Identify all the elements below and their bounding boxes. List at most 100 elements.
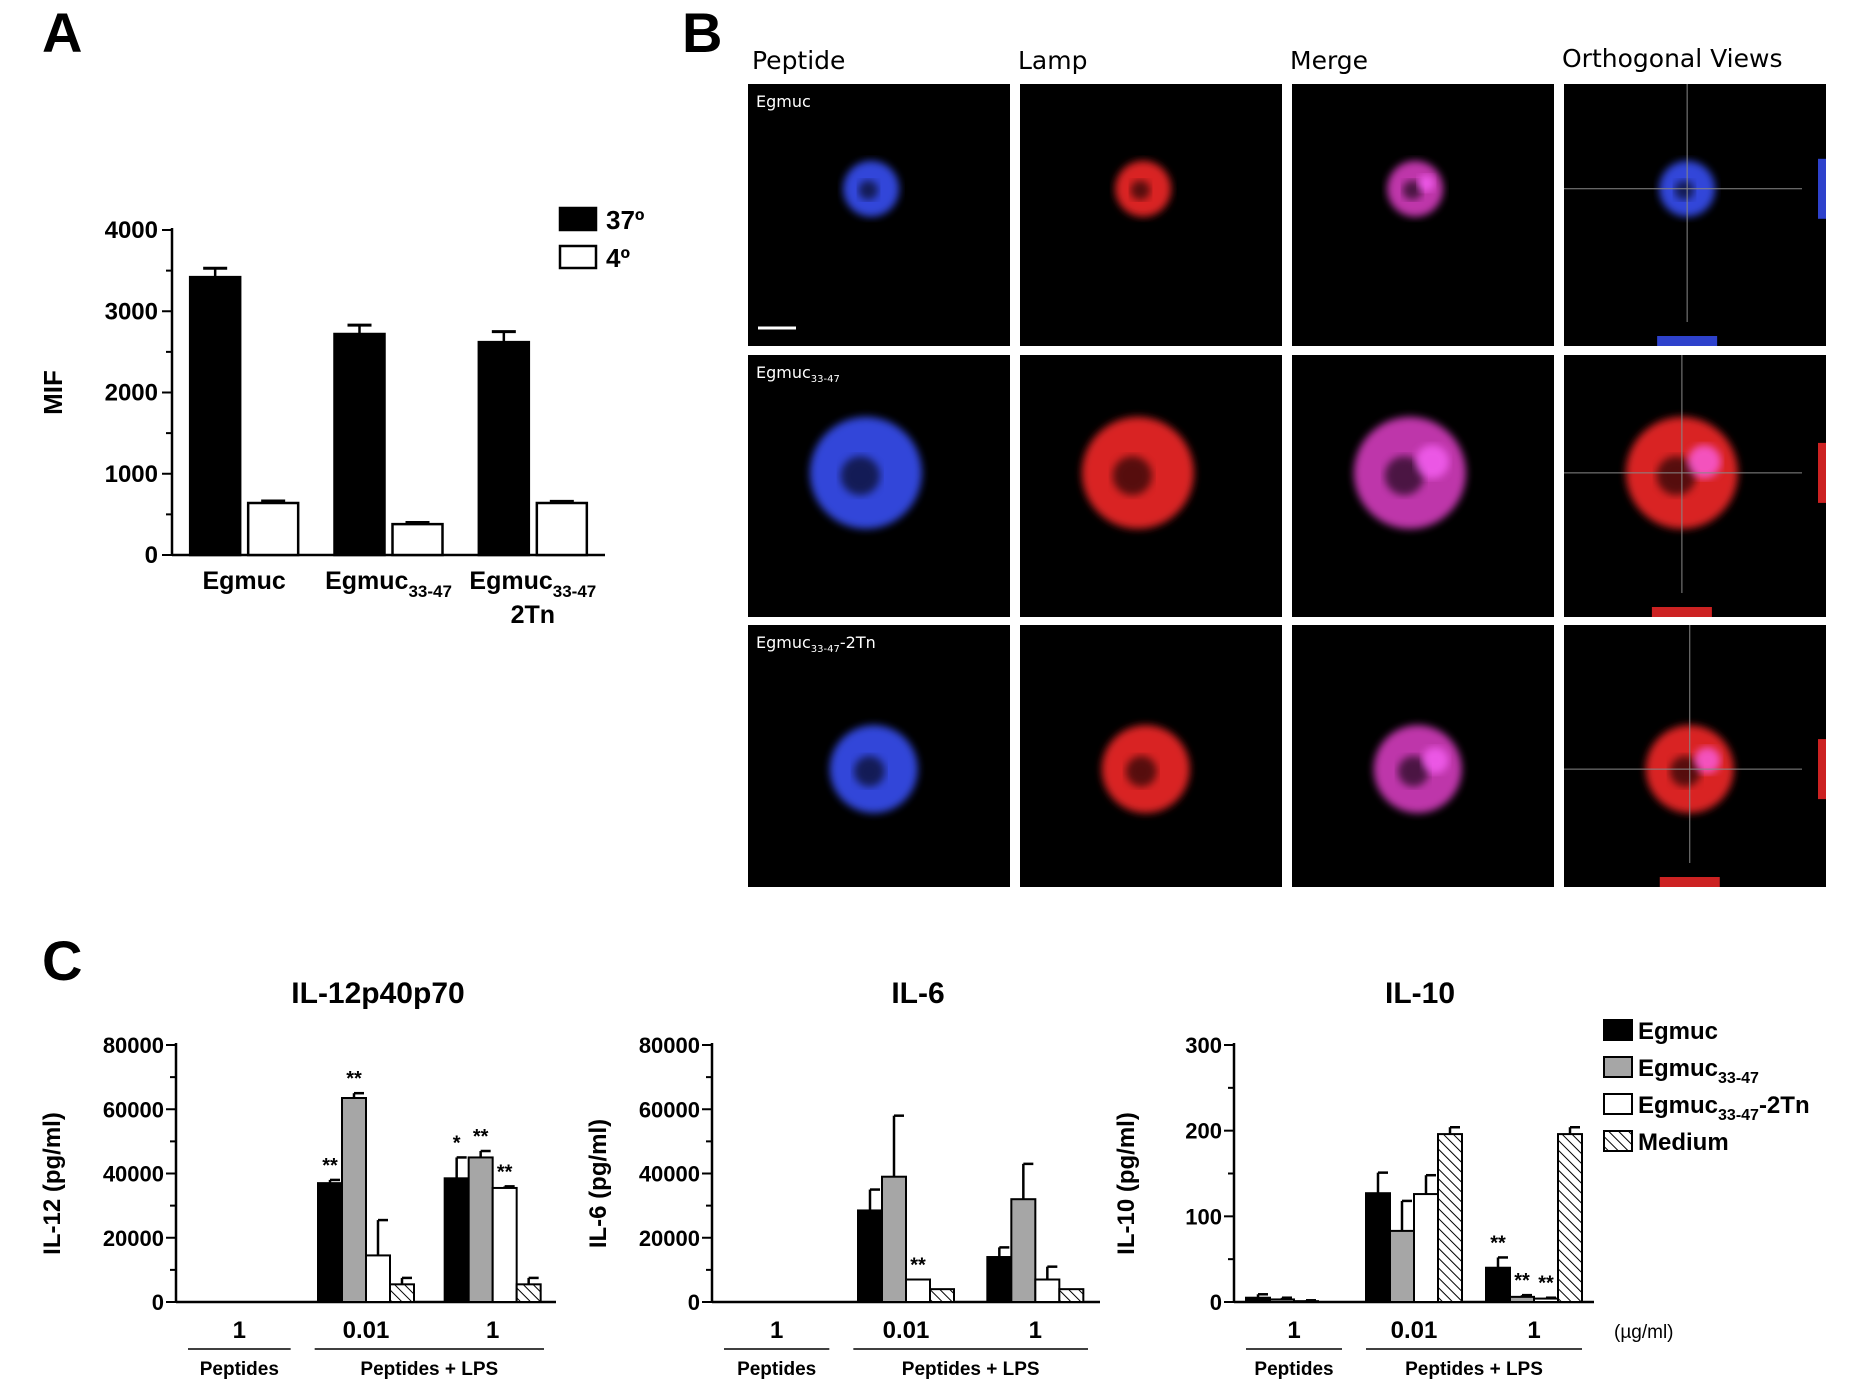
unit-label: (µg/ml)	[1614, 1322, 1674, 1343]
condition-label: Peptides + LPS	[360, 1359, 498, 1380]
y-tick-label: 60000	[103, 1097, 164, 1122]
significance-marker: **	[910, 1255, 926, 1277]
significance-marker: **	[497, 1161, 513, 1183]
bar	[1389, 1229, 1415, 1303]
y-tick-label: 300	[1185, 1033, 1222, 1058]
cell-hollow	[1130, 180, 1151, 200]
y-axis-label: IL-6 (pg/ml)	[585, 1119, 612, 1248]
legend-label: Medium	[1638, 1129, 1729, 1156]
row-label-1: Egmuc	[756, 92, 811, 111]
y-tick-label: 20000	[639, 1226, 700, 1251]
ortho-bottom-projection	[1659, 877, 1720, 887]
bar	[467, 1156, 494, 1303]
significance-marker: **	[346, 1068, 362, 1090]
bar	[881, 1175, 907, 1303]
x-tick-label: Egmuc33-47	[469, 567, 596, 601]
cell-hollow	[1112, 456, 1152, 496]
bar	[391, 522, 444, 557]
cell-hollow	[1384, 456, 1424, 496]
cell-colocalization	[1694, 747, 1721, 774]
bar	[929, 1288, 955, 1303]
bar	[341, 1097, 367, 1303]
condition-label: Peptides	[200, 1359, 279, 1380]
y-tick-label: 0	[145, 542, 158, 569]
il6-bar-chart: IL-6 0 20000 40000 60000 80000 IL-6 (pg/ml) 1 **…	[585, 977, 1100, 1380]
y-tick-label: 20000	[103, 1226, 164, 1251]
micrograph-ortho-row-3	[1564, 625, 1826, 887]
bar	[1010, 1198, 1037, 1303]
condition-label: Peptides + LPS	[1405, 1359, 1543, 1380]
bar	[905, 1278, 931, 1304]
micrograph-ortho-row-2	[1564, 355, 1826, 617]
x-tick-label: 1	[1287, 1317, 1300, 1344]
cell-hollow	[1125, 755, 1157, 787]
bar	[1509, 1295, 1535, 1303]
micrograph-peptide-row-1: Egmuc	[748, 84, 1010, 346]
ortho-bottom-projection	[1651, 607, 1712, 617]
cell-hollow	[840, 456, 880, 496]
cell-colocalization	[1415, 444, 1450, 479]
chart-title: IL-10	[1385, 977, 1455, 1010]
bar	[477, 340, 531, 557]
column-header-merge: Merge	[1290, 46, 1369, 75]
bar	[1413, 1193, 1439, 1303]
bar	[389, 1283, 415, 1303]
bar	[333, 332, 386, 557]
significance-marker: **	[1538, 1273, 1554, 1295]
y-tick-label: 1000	[105, 461, 158, 488]
y-tick-label: 4000	[105, 217, 158, 244]
x-tick-label: 2Tn	[511, 601, 555, 629]
y-tick-label: 2000	[105, 380, 158, 407]
legend-swatch	[558, 206, 598, 232]
bar	[515, 1283, 542, 1303]
panel-b-letter: B	[682, 1, 723, 64]
cell-hollow	[853, 755, 885, 787]
bar	[986, 1256, 1013, 1303]
y-tick-label: 200	[1185, 1119, 1222, 1144]
condition-label: Peptides	[1254, 1359, 1333, 1380]
y-tick-label: 0	[152, 1290, 164, 1315]
bar	[1365, 1192, 1391, 1304]
y-tick-label: 80000	[639, 1033, 700, 1058]
bar	[1437, 1133, 1463, 1303]
il10-bar-chart: IL-10 0 100 200 300 IL-10 (pg/ml) 1 0.01 ** ** ** 1…	[1113, 977, 1810, 1380]
cell-hollow	[858, 180, 879, 200]
legend-label: Egmuc33-47	[1638, 1055, 1759, 1087]
column-header-peptide: Peptide	[752, 46, 846, 75]
y-axis-label: IL-10 (pg/ml)	[1113, 1112, 1140, 1255]
y-tick-label: 40000	[103, 1162, 164, 1187]
legend-swatch	[1603, 1130, 1633, 1152]
cell-hollow	[1397, 755, 1429, 787]
bar	[188, 275, 242, 557]
column-header-lamp: Lamp	[1018, 46, 1088, 75]
micrograph-lamp-row-1	[1020, 84, 1282, 346]
significance-marker: **	[322, 1155, 338, 1177]
bar	[1485, 1266, 1511, 1304]
micrograph-merge-row-2	[1292, 355, 1554, 617]
bar	[1533, 1297, 1559, 1304]
micrograph-ortho-row-1	[1564, 84, 1826, 346]
bar	[1293, 1300, 1319, 1304]
x-tick-label: 1	[1029, 1317, 1042, 1344]
legend-swatch	[558, 244, 598, 270]
x-tick-label: 1	[486, 1317, 499, 1344]
y-axis-label: MIF	[38, 370, 68, 415]
ortho-side-projection	[1818, 739, 1826, 800]
bar	[1058, 1288, 1085, 1303]
x-tick-label: 1	[770, 1317, 783, 1344]
mif-bar-chart: 0 1000 2000 3000 4000 MIF Egmuc Egmuc33-47 Egmuc…	[38, 205, 645, 629]
y-tick-label: 0	[1210, 1290, 1222, 1315]
x-tick-label: 1	[233, 1317, 246, 1344]
legend-swatch	[1603, 1019, 1633, 1041]
legend-label: Egmuc33-47-2Tn	[1638, 1092, 1810, 1124]
bar	[1557, 1133, 1583, 1303]
row-label-3: Egmuc33-47-2Tn	[756, 633, 876, 656]
significance-marker: *	[453, 1132, 461, 1154]
ortho-side-projection	[1818, 158, 1826, 219]
legend-label: Egmuc	[1638, 1018, 1718, 1045]
x-tick-label: Egmuc33-47	[325, 567, 452, 601]
bar	[491, 1186, 518, 1303]
micrograph-lamp-row-2	[1020, 355, 1282, 617]
y-tick-label: 0	[688, 1290, 700, 1315]
bar	[535, 501, 589, 557]
